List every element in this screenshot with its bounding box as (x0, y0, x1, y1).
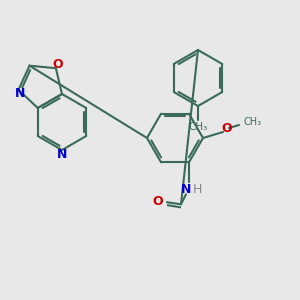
Text: O: O (153, 195, 163, 208)
Text: O: O (222, 122, 232, 134)
Text: N: N (57, 148, 67, 161)
Text: CH₃: CH₃ (188, 122, 208, 132)
Text: H: H (192, 183, 202, 196)
Text: N: N (15, 87, 26, 100)
Text: CH₃: CH₃ (243, 117, 261, 127)
Text: N: N (181, 183, 191, 196)
Text: O: O (52, 58, 63, 71)
